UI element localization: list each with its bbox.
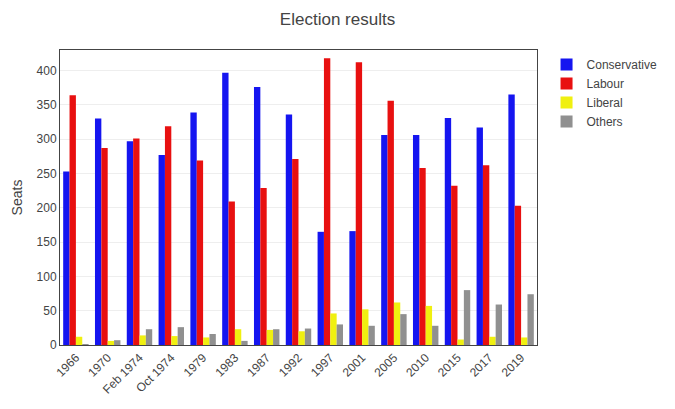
svg-text:1966: 1966 (53, 351, 82, 380)
svg-text:1987: 1987 (244, 351, 273, 380)
svg-text:1992: 1992 (276, 351, 305, 380)
svg-text:Conservative: Conservative (587, 58, 657, 72)
svg-text:2005: 2005 (371, 351, 400, 380)
svg-text:350: 350 (37, 98, 57, 112)
svg-text:2019: 2019 (499, 351, 528, 380)
svg-text:150: 150 (37, 235, 57, 249)
svg-text:Feb 1974: Feb 1974 (100, 351, 146, 397)
svg-text:0: 0 (50, 338, 57, 352)
svg-text:Liberal: Liberal (587, 96, 623, 110)
svg-text:2015: 2015 (435, 351, 464, 380)
svg-text:1979: 1979 (181, 351, 210, 380)
svg-text:Seats: Seats (9, 180, 25, 216)
svg-text:Oct 1974: Oct 1974 (133, 351, 178, 396)
svg-text:Labour: Labour (587, 77, 624, 91)
svg-text:1970: 1970 (85, 351, 114, 380)
svg-text:2017: 2017 (467, 351, 496, 380)
svg-text:50: 50 (43, 304, 57, 318)
svg-text:300: 300 (37, 132, 57, 146)
svg-text:400: 400 (37, 64, 57, 78)
svg-text:200: 200 (37, 201, 57, 215)
svg-text:100: 100 (37, 270, 57, 284)
svg-text:2001: 2001 (340, 351, 369, 380)
svg-text:2010: 2010 (403, 351, 432, 380)
svg-text:Others: Others (587, 115, 623, 129)
svg-text:1983: 1983 (212, 351, 241, 380)
svg-text:250: 250 (37, 167, 57, 181)
svg-text:1997: 1997 (308, 351, 337, 380)
svg-text:Election results: Election results (280, 10, 395, 29)
